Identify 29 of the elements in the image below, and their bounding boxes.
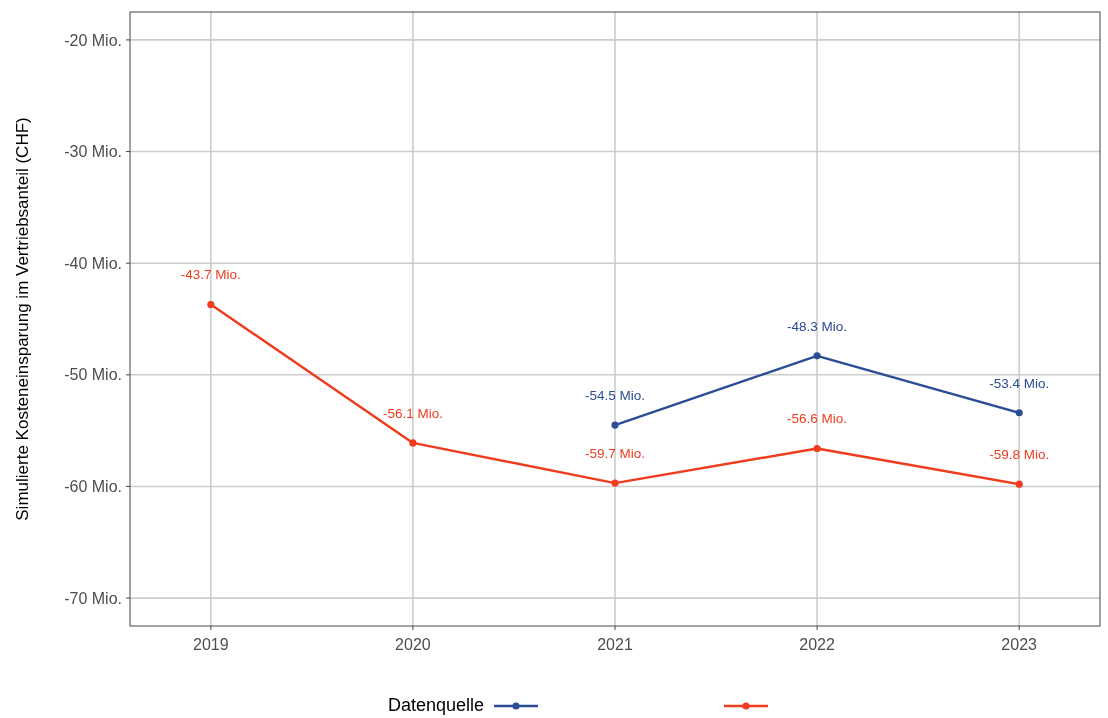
y-tick-label: -20 Mio.: [64, 31, 122, 49]
data-label: -48.3 Mio.: [787, 318, 848, 334]
y-tick-label: -40 Mio.: [64, 254, 122, 272]
x-tick-label: 2022: [799, 636, 835, 653]
y-tick-label: -50 Mio.: [64, 366, 122, 384]
y-axis-title: Simulierte Kosteneinsparung im Vertriebsanteil (CHF): [13, 117, 32, 521]
x-tick-label: 2020: [395, 636, 431, 653]
point: [611, 421, 619, 429]
point: [409, 439, 417, 447]
y-tick-label: -60 Mio.: [64, 478, 122, 496]
y-tick-label: -30 Mio.: [64, 143, 122, 161]
data-label: -56.1 Mio.: [382, 405, 443, 421]
legend-title: Datenquelle: [388, 695, 485, 715]
y-tick-label: -70 Mio.: [64, 589, 122, 607]
data-label: -53.4 Mio.: [989, 375, 1050, 391]
point: [1015, 480, 1023, 488]
x-tick-label: 2023: [1001, 636, 1038, 653]
point: [207, 300, 215, 309]
x-tick-label: 2021: [597, 636, 633, 653]
data-label: -56.6 Mio.: [787, 411, 848, 427]
data-label: -59.7 Mio.: [584, 446, 646, 462]
point: [1015, 409, 1023, 417]
point: [813, 352, 821, 360]
point: [813, 444, 821, 453]
data-label: -43.7 Mio.: [180, 267, 241, 283]
point: [611, 479, 619, 487]
data-label: -59.8 Mio.: [989, 447, 1050, 463]
x-tick-label: 2019: [193, 636, 229, 653]
data-label: -54.5 Mio.: [584, 388, 646, 404]
